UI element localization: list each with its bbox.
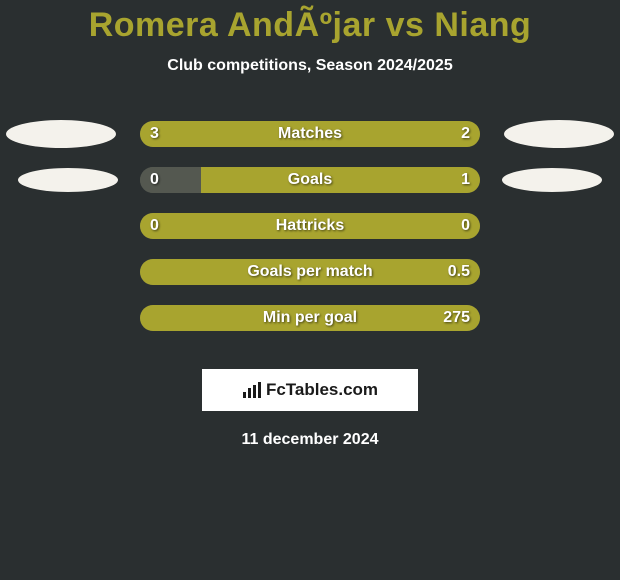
- player-right-marker: [502, 168, 602, 192]
- bar-left-fill: [140, 305, 480, 331]
- bar-right-fill: [344, 121, 480, 147]
- player-right-marker: [504, 120, 614, 148]
- date-line: 11 december 2024: [0, 431, 620, 449]
- bar: Goals per match: [140, 259, 480, 285]
- bar: Min per goal: [140, 305, 480, 331]
- page-title: Romera AndÃºjar vs Niang: [0, 0, 620, 45]
- right-value: 0.5: [448, 263, 470, 281]
- chart-bars-icon: [242, 381, 262, 399]
- player-left-marker: [6, 120, 116, 148]
- left-value: 0: [150, 217, 159, 235]
- subtitle: Club competitions, Season 2024/2025: [0, 57, 620, 75]
- comparison-row: Matches3 2: [0, 111, 620, 157]
- comparison-rows: Matches32Goals01Hattricks00Goals per mat…: [0, 111, 620, 341]
- comparison-row: Goals0 1: [0, 157, 620, 203]
- comparison-row: Min per goal275: [0, 295, 620, 341]
- player-left-marker: [18, 168, 118, 192]
- bar-right-fill: [201, 167, 480, 193]
- logo-text: FcTables.com: [266, 380, 378, 400]
- bar-left-fill: [140, 259, 480, 285]
- right-value: 2: [461, 125, 470, 143]
- right-value: 0: [461, 217, 470, 235]
- right-value: 1: [461, 171, 470, 189]
- left-value: 3: [150, 125, 159, 143]
- fctables-logo[interactable]: FcTables.com: [202, 369, 418, 411]
- right-value: 275: [443, 309, 470, 327]
- bar-left-fill: [140, 121, 344, 147]
- left-value: 0: [150, 171, 159, 189]
- bar-left-fill: [140, 213, 480, 239]
- comparison-row: Goals per match0.5: [0, 249, 620, 295]
- bar: Goals: [140, 167, 480, 193]
- bar: Matches: [140, 121, 480, 147]
- bar: Hattricks: [140, 213, 480, 239]
- comparison-row: Hattricks0 0: [0, 203, 620, 249]
